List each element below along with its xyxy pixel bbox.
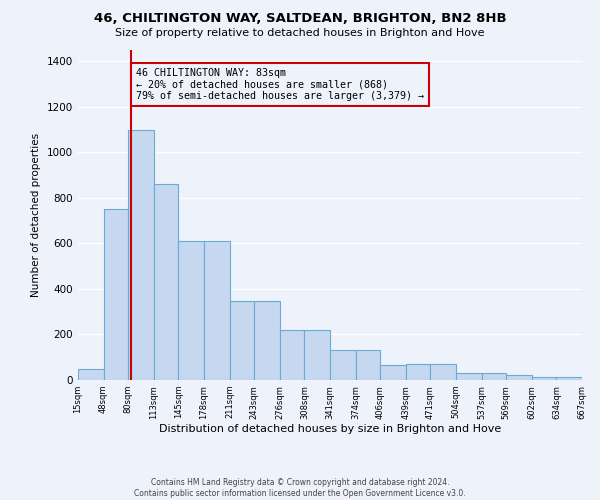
Bar xyxy=(506,376,532,380)
Bar xyxy=(456,373,482,380)
Bar xyxy=(280,330,304,380)
Y-axis label: Number of detached properties: Number of detached properties xyxy=(31,133,41,297)
Bar xyxy=(556,376,582,380)
Text: 46 CHILTINGTON WAY: 83sqm
← 20% of detached houses are smaller (868)
79% of semi: 46 CHILTINGTON WAY: 83sqm ← 20% of detac… xyxy=(136,68,424,102)
Bar xyxy=(430,364,456,380)
Bar xyxy=(154,184,178,380)
Text: 46, CHILTINGTON WAY, SALTDEAN, BRIGHTON, BN2 8HB: 46, CHILTINGTON WAY, SALTDEAN, BRIGHTON,… xyxy=(94,12,506,26)
Bar xyxy=(482,373,506,380)
Bar xyxy=(178,241,204,380)
X-axis label: Distribution of detached houses by size in Brighton and Hove: Distribution of detached houses by size … xyxy=(159,424,501,434)
Text: Contains HM Land Registry data © Crown copyright and database right 2024.
Contai: Contains HM Land Registry data © Crown c… xyxy=(134,478,466,498)
Bar xyxy=(356,350,380,380)
Text: Size of property relative to detached houses in Brighton and Hove: Size of property relative to detached ho… xyxy=(115,28,485,38)
Bar xyxy=(78,368,104,380)
Bar xyxy=(532,376,556,380)
Bar xyxy=(380,365,406,380)
Bar xyxy=(104,210,128,380)
Bar xyxy=(230,302,254,380)
Bar xyxy=(330,350,356,380)
Bar xyxy=(254,302,280,380)
Bar xyxy=(304,330,330,380)
Bar xyxy=(204,241,230,380)
Bar xyxy=(406,364,430,380)
Bar xyxy=(128,130,154,380)
